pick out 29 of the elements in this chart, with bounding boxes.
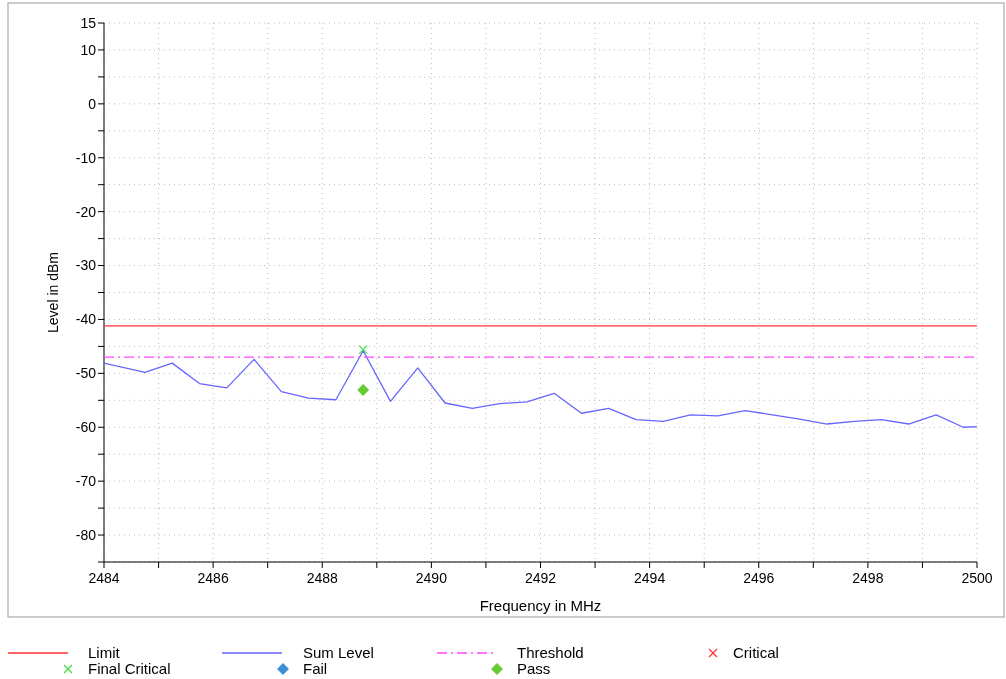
legend-label: Final Critical — [88, 660, 171, 678]
y-tick-label: -70 — [75, 473, 97, 490]
x-tick-label: 2486 — [197, 570, 229, 586]
y-tick-label: 0 — [88, 95, 97, 112]
y-tick-label: 15 — [80, 14, 97, 31]
legend-label: Fail — [303, 660, 328, 678]
y-axis-title: Level in dBm — [45, 252, 61, 333]
legend-label: Critical — [733, 644, 779, 662]
legend-label: Limit — [88, 644, 121, 662]
x-tick-label: 2490 — [415, 570, 448, 586]
x-tick-label: 2484 — [88, 570, 120, 586]
x-tick-label: 2496 — [743, 570, 775, 586]
x-tick-label: 2500 — [961, 570, 993, 586]
legend-label: Sum Level — [303, 644, 374, 662]
y-tick-label: -50 — [75, 365, 97, 382]
y-tick-label: -60 — [75, 419, 97, 436]
x-tick-label: 2494 — [634, 570, 666, 586]
x-axis-title: Frequency in MHz — [479, 597, 602, 614]
y-tick-label: -20 — [75, 203, 97, 220]
legend-label: Pass — [517, 660, 551, 678]
x-tick-label: 2488 — [306, 570, 339, 586]
y-tick-label: -80 — [75, 526, 97, 543]
x-tick-label: 2498 — [852, 570, 884, 586]
y-tick-label: -40 — [75, 311, 97, 328]
y-tick-label: -10 — [75, 149, 97, 166]
x-tick-label: 2492 — [524, 570, 557, 586]
y-tick-label: 10 — [80, 41, 97, 58]
legend-label: Threshold — [517, 644, 584, 662]
y-tick-label: -30 — [75, 257, 97, 274]
